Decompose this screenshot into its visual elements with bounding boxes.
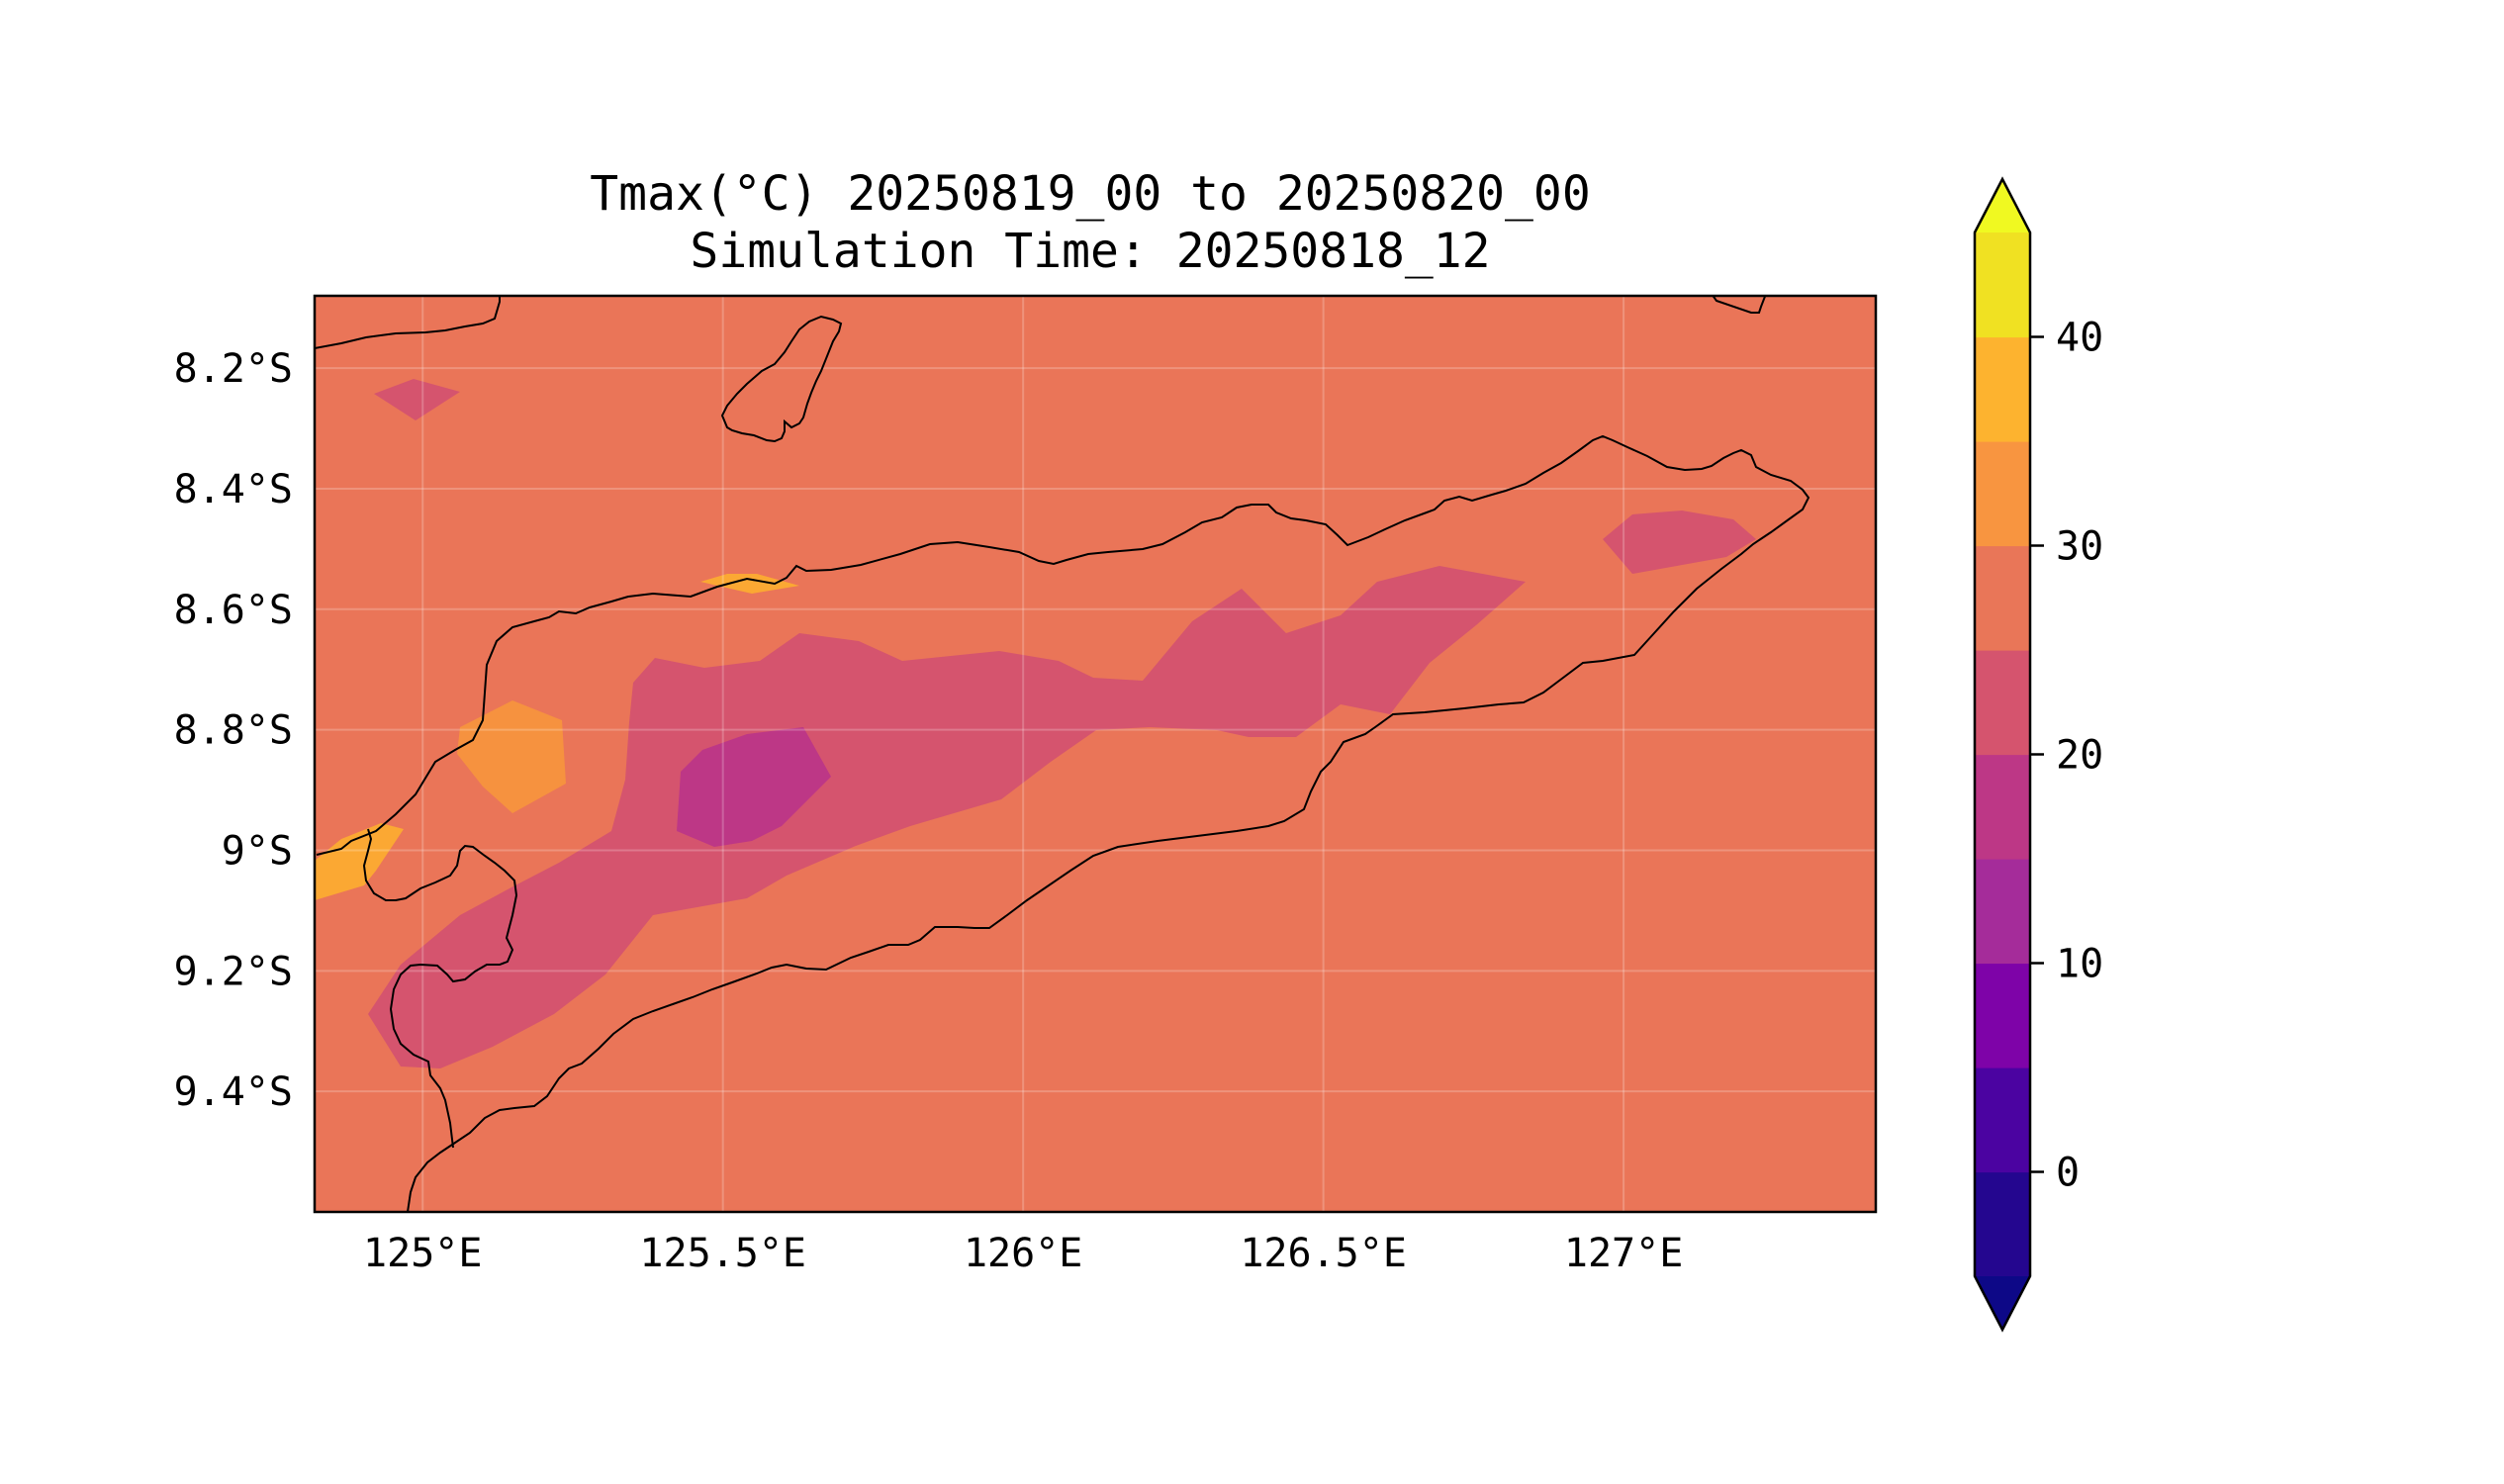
map-subtitle: Simulation Time: 20250818_12 — [690, 224, 1491, 279]
colorbar-extend-max — [1975, 179, 2030, 232]
coastline-north-islet — [720, 315, 843, 443]
colorbar-bin — [1975, 232, 2030, 338]
lat-tick-label: 8.6°S — [174, 588, 293, 633]
lat-tick-label: 8.2°S — [174, 346, 293, 392]
lon-tick-label: 126°E — [964, 1231, 1082, 1276]
map-title: Tmax(°C) 20250819_00 to 20250820_00 — [590, 166, 1591, 222]
colorbar-extend-min — [1975, 1276, 2030, 1330]
colorbar-tick-label: 20 — [2056, 733, 2103, 779]
coastline-northwest-island — [315, 296, 501, 349]
colorbar-bin — [1975, 545, 2030, 651]
colorbar-bin — [1975, 1067, 2030, 1173]
contour-20-25-east — [1603, 510, 1756, 574]
lat-tick-label: 8.4°S — [174, 467, 293, 512]
contour-35-40-north — [700, 574, 799, 594]
colorbar-bin — [1975, 336, 2030, 442]
coastline-northeast-islet — [1712, 296, 1767, 314]
coastline-south-bay — [362, 828, 518, 1149]
lat-tick-label: 9°S — [222, 828, 293, 874]
coastline-main-north — [316, 434, 1810, 1212]
colorbar-tick-label: 40 — [2056, 316, 2103, 361]
colorbar: 0 10 20 30 40 — [1973, 176, 2103, 1333]
colorbar-tick-label: 30 — [2056, 524, 2103, 570]
contour-15-20-core — [677, 727, 831, 847]
colorbar-bin — [1975, 963, 2030, 1068]
lon-tick-label: 127°E — [1564, 1231, 1683, 1276]
map-panel — [313, 294, 1878, 1214]
colorbar-tick-label: 10 — [2056, 942, 2103, 987]
latitude-axis: 8.2°S 8.4°S 8.6°S 8.8°S 9°S 9.2°S 9.4°S — [174, 346, 293, 1115]
contour-20-25-island — [374, 379, 460, 420]
lat-tick-label: 8.8°S — [174, 708, 293, 754]
contour-30-35-west — [457, 700, 566, 813]
colorbar-bin — [1975, 754, 2030, 860]
colorbar-outline — [1973, 176, 2032, 1333]
colorbar-bin — [1975, 1171, 2030, 1277]
map-frame — [313, 294, 1878, 1214]
colorbar-bin — [1975, 441, 2030, 547]
contour-35-40-west — [315, 823, 404, 900]
contour-fills — [315, 379, 1756, 1068]
colorbar-bin — [1975, 859, 2030, 965]
lat-tick-label: 9.4°S — [174, 1069, 293, 1115]
gridlines — [315, 296, 1876, 1212]
lon-tick-label: 125.5°E — [639, 1231, 806, 1276]
colorbar-bin — [1975, 650, 2030, 756]
map-background — [315, 296, 1876, 1212]
lon-tick-label: 126.5°E — [1240, 1231, 1407, 1276]
colorbar-tick-label: 0 — [2056, 1151, 2080, 1196]
coastlines — [315, 296, 1810, 1212]
lat-tick-label: 9.2°S — [174, 949, 293, 994]
lon-tick-label: 125°E — [363, 1231, 482, 1276]
longitude-axis: 125°E 125.5°E 126°E 126.5°E 127°E — [363, 1231, 1683, 1276]
contour-20-25-main — [368, 566, 1526, 1068]
